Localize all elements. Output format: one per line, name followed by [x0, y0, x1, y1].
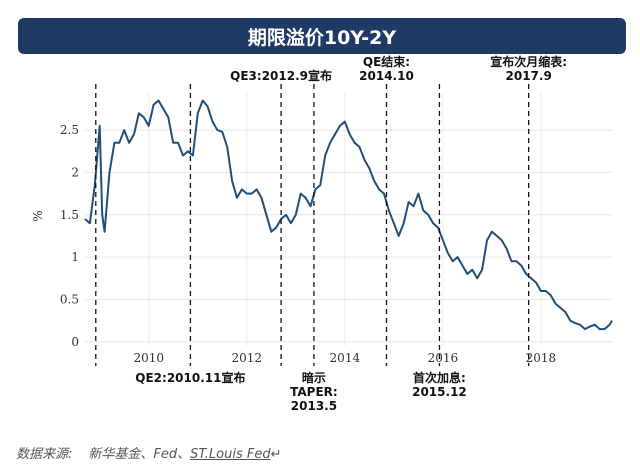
y-tick-label: 0 — [71, 335, 79, 349]
y-tick-label: 2 — [71, 165, 79, 179]
chart-title: 期限溢价10Y-2Y — [18, 18, 626, 54]
source-note: 数据来源: 新华基金、Fed、ST.Louis Fed↵ — [16, 443, 282, 462]
x-tick-label: 2016 — [428, 351, 459, 365]
y-axis-label: % — [31, 210, 45, 221]
source-link[interactable]: ST.Louis Fed — [190, 447, 271, 462]
event-label: QE结束: 2014.10 — [359, 54, 414, 83]
x-tick-label: 2018 — [526, 351, 557, 365]
x-axis-ticks: 2010 2012 2014 2016 2018 — [133, 351, 556, 365]
source-prefix: 数据来源: — [16, 447, 73, 462]
series-line — [84, 99, 613, 331]
term-premium-chart: 0 0.5 1 1.5 2 2.5 2010 2012 2014 2016 2018 % QE2:… — [31, 54, 613, 413]
source-tail: ↵ — [270, 447, 282, 462]
series-group — [84, 99, 613, 331]
y-tick-label: 2.5 — [60, 123, 79, 137]
y-tick-label: 1 — [71, 250, 79, 264]
event-label: 首次加息: 2015.12 — [412, 370, 467, 399]
event-label: 宣布次月缩表: 2017.9 — [490, 54, 567, 83]
y-tick-label: 0.5 — [60, 292, 79, 306]
event-label: QE2:2010.11宣布 — [135, 370, 245, 385]
source-names: 新华基金、Fed、 — [88, 447, 191, 462]
x-tick-label: 2010 — [133, 351, 164, 365]
event-label: 暗示 TAPER: 2013.5 — [290, 370, 338, 413]
x-tick-label: 2012 — [232, 351, 263, 365]
y-tick-label: 1.5 — [60, 208, 79, 222]
event-label: QE3:2012.9宣布 — [230, 68, 332, 83]
y-axis-ticks: 0 0.5 1 1.5 2 2.5 — [60, 123, 79, 349]
x-tick-label: 2014 — [330, 351, 361, 365]
